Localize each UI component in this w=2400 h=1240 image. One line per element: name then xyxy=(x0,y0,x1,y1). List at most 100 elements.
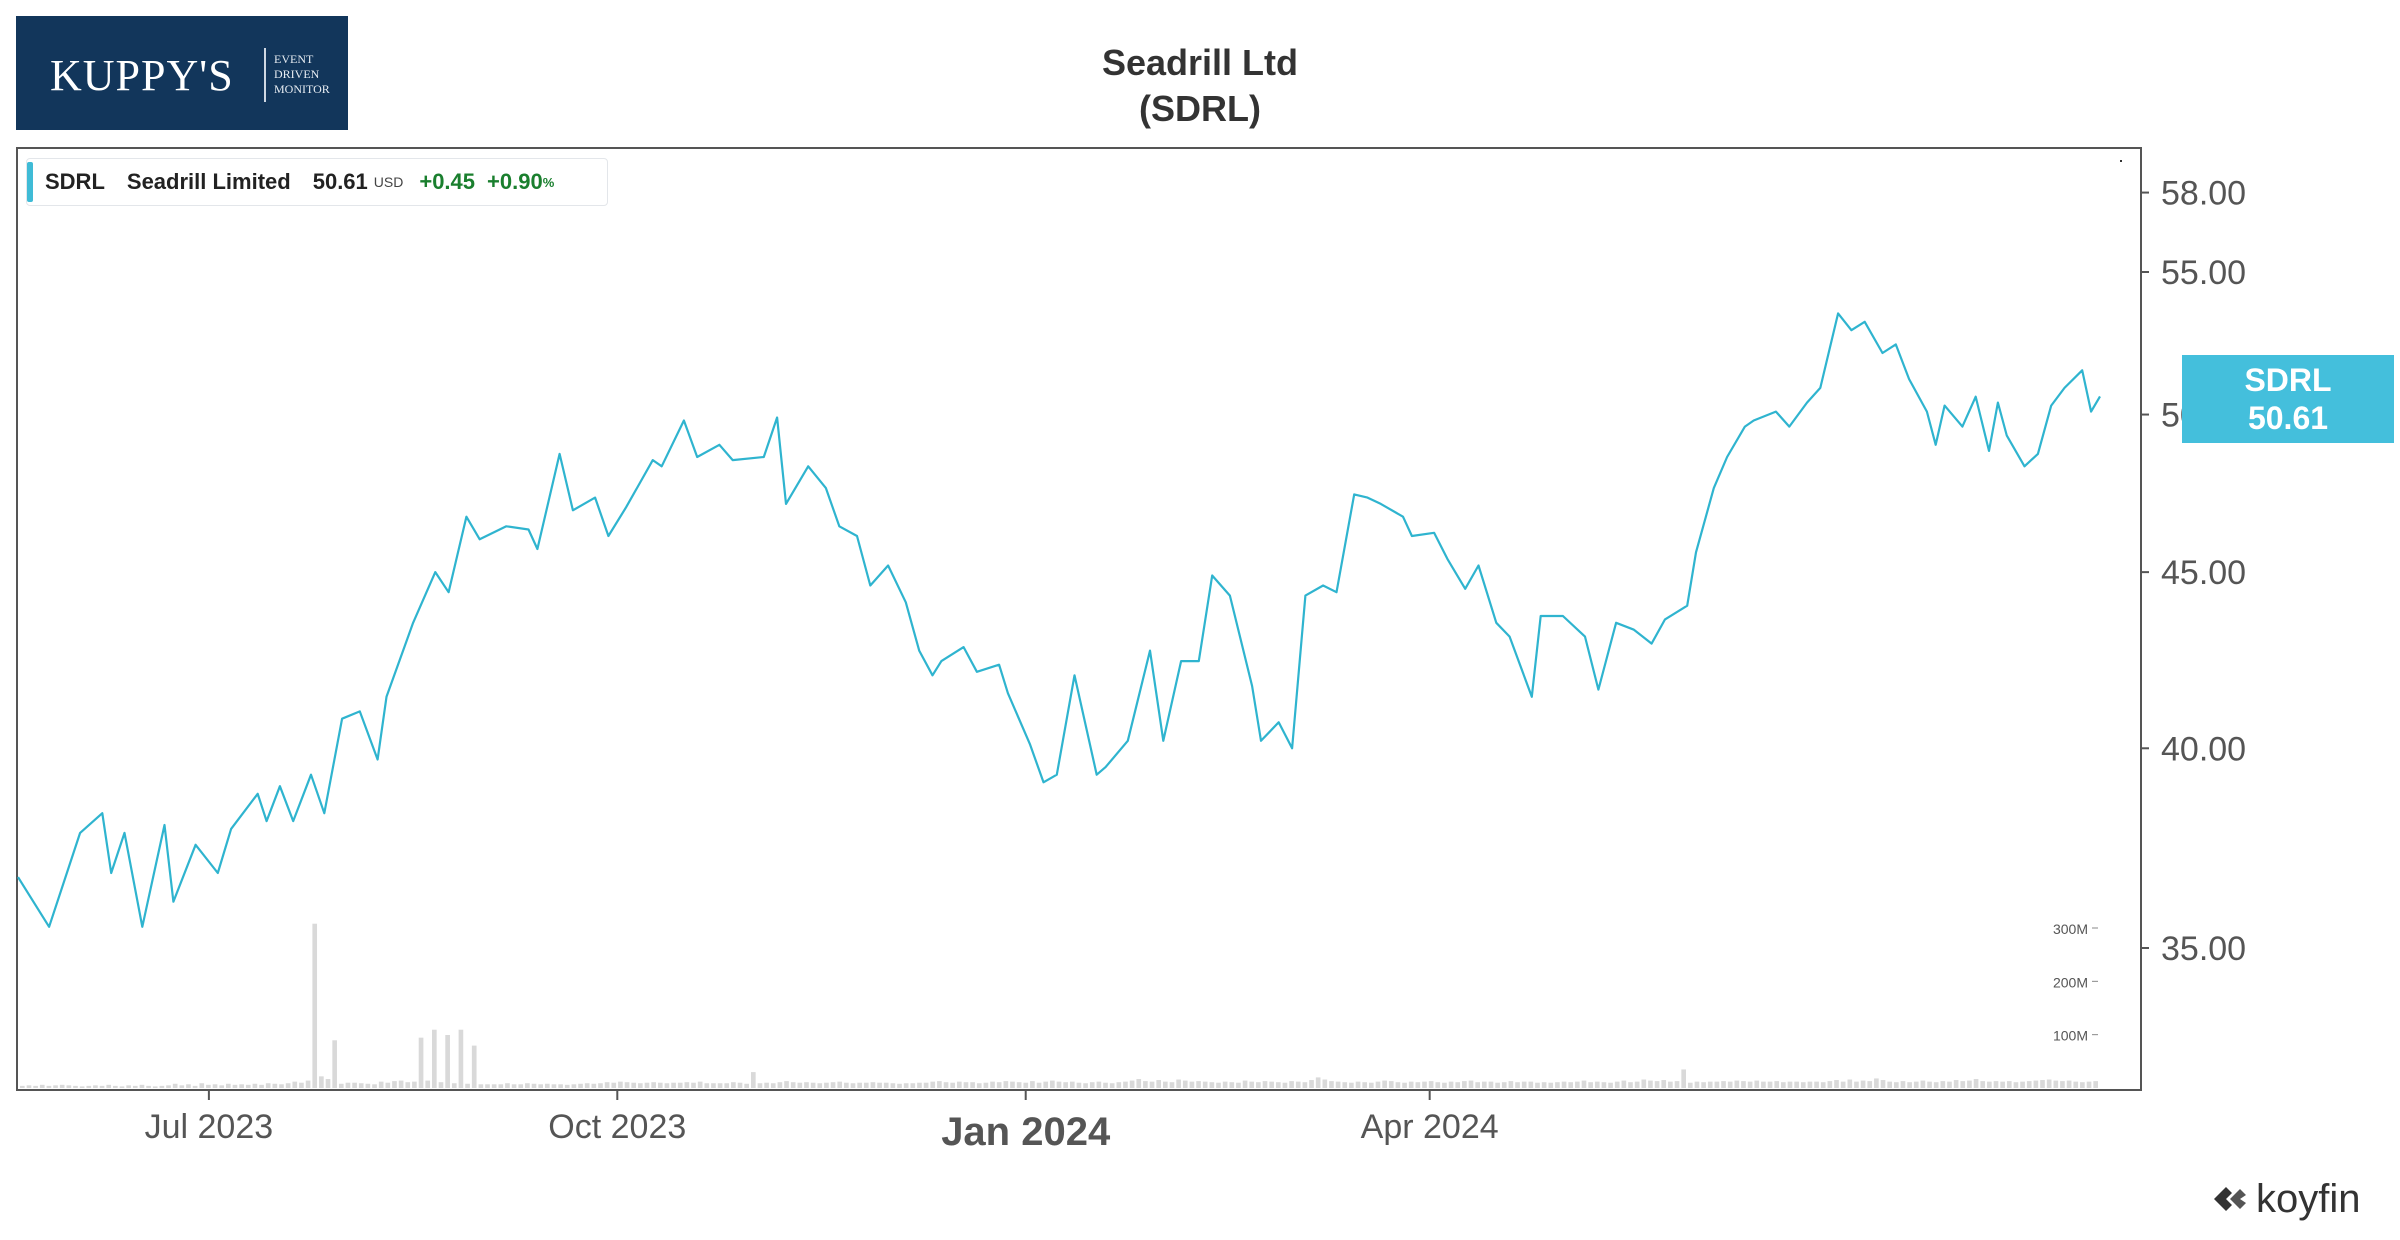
volume-bar xyxy=(717,1083,723,1088)
volume-bar xyxy=(824,1082,829,1088)
volume-bar xyxy=(1953,1080,1959,1088)
volume-bar xyxy=(1781,1082,1786,1088)
volume-bar xyxy=(106,1084,112,1088)
kuppys-logo: KUPPY'S EVENT DRIVEN MONITOR xyxy=(16,16,348,130)
volume-bar xyxy=(66,1085,72,1088)
logo-tagline: EVENT DRIVEN MONITOR xyxy=(274,52,330,97)
volume-bar xyxy=(1621,1080,1627,1088)
volume-bar xyxy=(1056,1081,1062,1088)
volume-bar xyxy=(166,1085,171,1088)
volume-bar xyxy=(970,1082,975,1088)
volume-bar xyxy=(259,1084,264,1088)
volume-bar xyxy=(571,1084,577,1088)
volume-bar xyxy=(1388,1081,1394,1088)
volume-bar xyxy=(1163,1081,1168,1088)
volume-bar xyxy=(1874,1078,1879,1088)
volume-bar xyxy=(99,1085,105,1088)
volume-bar xyxy=(239,1084,244,1088)
volume-bar xyxy=(518,1084,524,1088)
volume-bar xyxy=(1887,1081,1892,1088)
volume-bar xyxy=(1668,1081,1673,1088)
volume-bar xyxy=(1222,1081,1228,1088)
koyfin-logo-icon xyxy=(2214,1187,2246,1211)
volume-bar xyxy=(2020,1081,2025,1088)
price-tag-price: 50.61 xyxy=(2247,400,2329,436)
volume-tick-label: 200M xyxy=(2053,974,2088,990)
volume-bar xyxy=(1727,1081,1733,1088)
volume-bar xyxy=(1209,1082,1215,1088)
volume-bar xyxy=(903,1083,909,1088)
volume-bar xyxy=(883,1082,889,1088)
volume-bar xyxy=(1375,1081,1381,1088)
volume-bar xyxy=(1827,1081,1833,1088)
y-tick-label: 45.00 xyxy=(2161,554,2246,592)
volume-bar xyxy=(1661,1080,1667,1088)
volume-bar xyxy=(1913,1081,1919,1088)
volume-bar xyxy=(711,1083,716,1088)
volume-bar xyxy=(950,1082,956,1088)
volume-bar xyxy=(26,1085,32,1088)
volume-bar xyxy=(1648,1080,1653,1088)
volume-bar xyxy=(1369,1082,1374,1088)
volume-bar xyxy=(1322,1079,1328,1088)
plot-frame xyxy=(16,147,2142,1091)
x-axis: Jul 2023 Oct 2023 Jan 2024 Apr 2024 xyxy=(145,1090,1499,1154)
volume-bar xyxy=(1834,1080,1839,1088)
volume-bar xyxy=(1302,1082,1308,1088)
last-price-tag: SDRL 50.61 xyxy=(2182,355,2394,443)
volume-bar xyxy=(1196,1081,1201,1088)
volume-bar xyxy=(917,1082,922,1088)
volume-bar xyxy=(1528,1081,1534,1088)
volume-bar xyxy=(671,1082,676,1088)
volume-bar xyxy=(305,1080,311,1088)
volume-bar xyxy=(33,1085,38,1088)
volume-bar xyxy=(870,1082,876,1088)
volume-bar xyxy=(910,1083,916,1088)
volume-bar xyxy=(1402,1082,1407,1088)
volume-bar xyxy=(558,1084,563,1088)
volume-bar xyxy=(445,1035,450,1088)
volume-bar xyxy=(252,1083,258,1088)
volume-bar xyxy=(432,1029,437,1088)
volume-bar xyxy=(1089,1082,1095,1088)
volume-bar xyxy=(1023,1082,1029,1088)
volume-bars xyxy=(20,923,2099,1088)
volume-bar xyxy=(1581,1080,1587,1088)
volume-bar xyxy=(1136,1078,1142,1088)
price-legend: SDRL Seadrill Limited 50.61 USD +0.45 +0… xyxy=(26,158,608,206)
volume-bar xyxy=(923,1082,929,1088)
volume-bar xyxy=(1355,1081,1361,1088)
volume-bar xyxy=(39,1084,45,1088)
volume-bar xyxy=(1176,1079,1181,1088)
volume-bar xyxy=(1169,1082,1175,1088)
volume-bar xyxy=(398,1080,404,1088)
volume-bar xyxy=(1468,1080,1474,1088)
volume-bar xyxy=(1893,1082,1899,1088)
volume-bar xyxy=(1860,1080,1866,1088)
volume-bar xyxy=(1256,1082,1261,1088)
volume-bar xyxy=(511,1084,517,1088)
volume-bar xyxy=(1229,1082,1235,1088)
volume-bar xyxy=(1076,1082,1082,1088)
volume-bar xyxy=(790,1082,796,1088)
volume-bar xyxy=(1568,1082,1574,1088)
y-tick-label: 58.00 xyxy=(2161,175,2246,213)
volume-bar xyxy=(392,1081,397,1088)
volume-bar xyxy=(1687,1082,1693,1088)
volume-bar xyxy=(20,1085,25,1088)
volume-bar xyxy=(265,1083,271,1088)
volume-bar xyxy=(2080,1082,2085,1088)
volume-bar xyxy=(797,1082,803,1088)
volume-bar xyxy=(1933,1082,1939,1088)
volume-bar xyxy=(1050,1080,1055,1088)
logo-tagline-line: MONITOR xyxy=(274,82,330,96)
volume-bar xyxy=(1462,1081,1467,1088)
volume-bar xyxy=(338,1083,344,1088)
volume-bar xyxy=(2013,1082,2019,1088)
volume-bar xyxy=(292,1081,298,1088)
volume-bar xyxy=(1561,1081,1567,1088)
volume-bar xyxy=(1069,1081,1075,1088)
volume-bar xyxy=(877,1082,882,1088)
volume-bar xyxy=(611,1082,617,1088)
volume-bar xyxy=(505,1083,510,1088)
